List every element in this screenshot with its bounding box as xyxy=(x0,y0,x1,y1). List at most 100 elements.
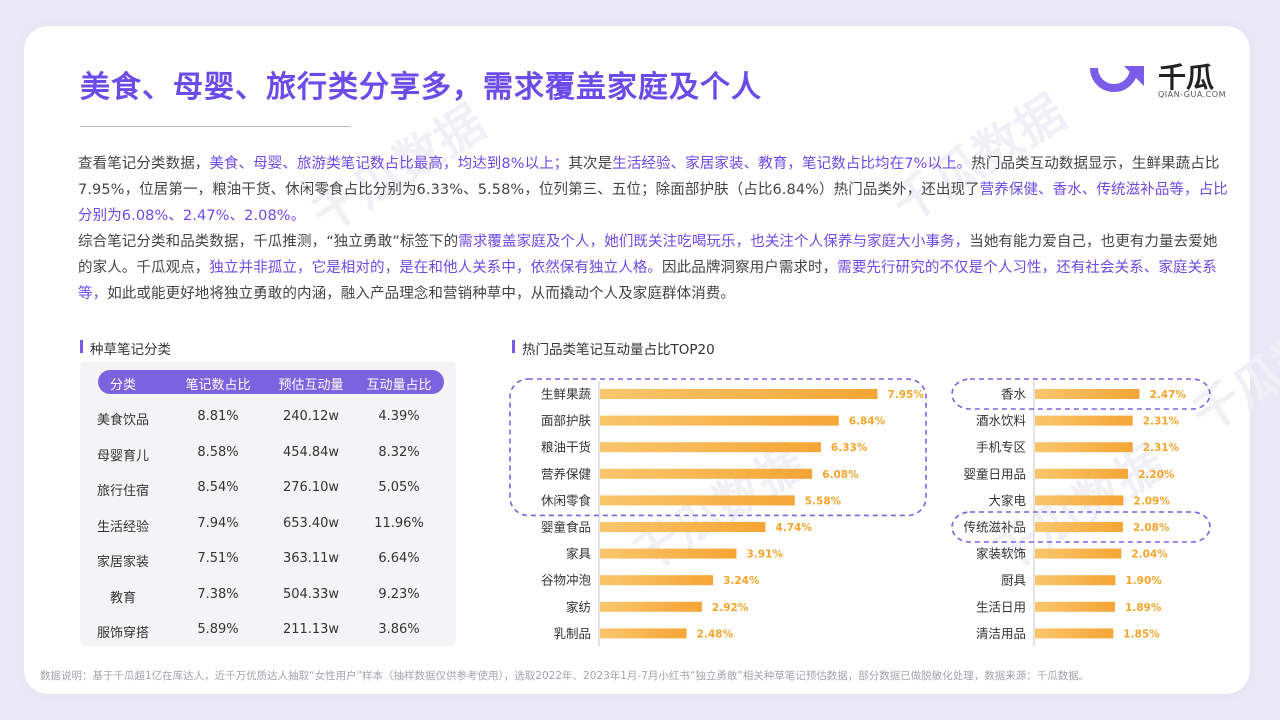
bar-category-label: 生活日用 xyxy=(976,599,1026,614)
summary-paragraph-2: 综合笔记分类和品类数据，千瓜推测，“独立勇敢”标签下的需求覆盖家庭及个人，她们既… xyxy=(78,229,1228,307)
bar-value-label: 1.89% xyxy=(1125,602,1162,614)
table-category-cell: 教育 xyxy=(109,590,136,606)
bar xyxy=(1035,442,1133,453)
highlight-box xyxy=(509,378,927,517)
bar xyxy=(1035,601,1115,612)
bar xyxy=(600,495,795,506)
bar xyxy=(600,522,766,532)
highlighted-text: 生活经验、家居家装、教育，笔记数占比均在7%以上。 xyxy=(612,156,972,172)
title-divider xyxy=(80,126,351,127)
bar-category-label: 家纺 xyxy=(566,599,591,614)
bar-category-label: 清洁用品 xyxy=(976,626,1026,641)
body-text-segment: 如此或能更好地将独立勇敢的内涵，融入产品理念和营销种草中，从而撬动个人及家庭群体… xyxy=(107,286,735,302)
table-header-cell: 笔记数占比 xyxy=(185,378,251,393)
chart-section-title: 热门品类笔记互动量占比TOP20 xyxy=(512,338,715,358)
table-header-cell: 互动量占比 xyxy=(366,378,432,393)
table-category-cell: 生活经验 xyxy=(96,519,149,535)
table-value-cell: 7.94% xyxy=(197,515,239,531)
table-value-cell: 454.84w xyxy=(282,444,340,460)
table-value-cell: 276.10w xyxy=(282,480,340,495)
bar-category-label: 婴童日用品 xyxy=(963,466,1026,481)
bar-category-label: 家具 xyxy=(566,546,592,561)
bar xyxy=(1035,468,1129,479)
bar-value-label: 2.47% xyxy=(1149,389,1186,401)
table-category-cell: 美食饮品 xyxy=(96,413,149,428)
bar-category-label: 谷物冲泡 xyxy=(541,573,592,588)
table-header-row xyxy=(98,370,444,394)
body-text-segment: 查看笔记分类数据， xyxy=(78,156,210,172)
table-value-cell: 363.11w xyxy=(282,551,340,566)
highlighted-text: 需要先行研究的不仅是个人习性，还有社会关系、家庭关系等， xyxy=(78,260,1217,302)
bar-value-label: 6.84% xyxy=(849,416,886,428)
highlight-box xyxy=(951,378,1211,410)
bar xyxy=(1035,628,1114,639)
table-value-cell: 6.64% xyxy=(378,551,420,566)
bar-category-label: 面部护肤 xyxy=(541,413,592,428)
table-value-cell: 504.33w xyxy=(282,586,340,602)
highlighted-text: 营养保健、香水、传统滋补品等，占比分别为6.08%、2.47%、2.08%。 xyxy=(78,182,1228,224)
table-value-cell: 211.13w xyxy=(282,622,340,637)
bar xyxy=(600,389,878,399)
bar xyxy=(600,601,702,612)
logo-name: 千瓜 xyxy=(1158,61,1215,94)
data-note: 数据说明：基于千瓜超1亿在库达人，近千万优质达人抽取“女性用户”样本（抽样数据仅… xyxy=(40,670,1090,682)
bar xyxy=(1035,389,1140,399)
table-value-cell: 4.39% xyxy=(378,409,420,424)
bar-value-label: 4.74% xyxy=(775,522,812,534)
bar-category-label: 大家电 xyxy=(988,493,1026,508)
body-text-segment: 热门品类互动数据显示，生鲜果蔬占比7.95%，位居第一，粮油干货、休闲零食占比分… xyxy=(78,156,1220,198)
table-header-cell: 预估互动量 xyxy=(278,378,344,393)
bar-category-label: 生鲜果蔬 xyxy=(541,387,592,402)
bar-value-label: 2.48% xyxy=(697,628,734,640)
bar xyxy=(1035,415,1133,426)
bar-value-label: 2.92% xyxy=(712,602,749,614)
bar-value-label: 3.24% xyxy=(723,575,760,587)
table-value-cell: 9.23% xyxy=(378,586,420,602)
bar-value-label: 2.20% xyxy=(1138,469,1175,481)
table-value-cell: 240.12w xyxy=(282,409,340,424)
highlighted-text: 独立并非孤立，它是相对的，是在和他人关系中，依然保有独立人格。 xyxy=(209,260,663,276)
bar xyxy=(600,628,687,639)
bar-category-label: 粮油干货 xyxy=(541,440,591,455)
body-text-segment: 综合笔记分类和品类数据，千瓜推测，“独立勇敢”标签下的 xyxy=(78,234,459,250)
logo-domain: QIAN-GUA.COM xyxy=(1158,90,1227,99)
bar-value-label: 2.31% xyxy=(1143,442,1180,454)
category-table xyxy=(80,362,456,646)
bar-value-label: 1.90% xyxy=(1125,575,1162,587)
table-value-cell: 7.38% xyxy=(197,586,239,602)
bar xyxy=(600,415,839,426)
table-value-cell: 7.51% xyxy=(197,551,239,566)
bar-value-label: 2.09% xyxy=(1133,495,1170,507)
body-text-segment: 其次是 xyxy=(568,156,613,172)
bar-value-label: 6.33% xyxy=(831,442,868,454)
summary-text: 查看笔记分类数据，美食、母婴、旅游类笔记数占比最高，均达到8%以上；其次是生活经… xyxy=(78,151,1228,307)
table-category-cell: 旅行住宿 xyxy=(96,484,149,499)
bar xyxy=(600,442,821,453)
bar xyxy=(1035,495,1124,506)
table-category-cell: 服饰穿搭 xyxy=(96,626,149,641)
table-value-cell: 8.58% xyxy=(197,444,239,460)
table-value-cell: 3.86% xyxy=(378,622,420,637)
bar xyxy=(1035,522,1123,532)
highlighted-text: 美食、母婴、旅游类笔记数占比最高，均达到8%以上； xyxy=(209,156,569,172)
bar-value-label: 1.85% xyxy=(1123,628,1160,640)
bar xyxy=(600,548,737,559)
summary-paragraph-1: 查看笔记分类数据，美食、母婴、旅游类笔记数占比最高，均达到8%以上；其次是生活经… xyxy=(78,151,1228,229)
bar xyxy=(600,575,714,586)
body-text-segment: 因此品牌洞察用户需求时， xyxy=(662,260,838,276)
table-value-cell: 11.96% xyxy=(374,515,424,531)
bar-value-label: 6.08% xyxy=(822,469,859,481)
bar-value-label: 7.95% xyxy=(887,389,924,401)
bar-value-label: 2.04% xyxy=(1131,549,1168,561)
bar-category-label: 休闲零食 xyxy=(541,493,592,508)
table-value-cell: 5.89% xyxy=(197,622,239,637)
page-title: 美食、母婴、旅行类分享多，需求覆盖家庭及个人 xyxy=(80,70,762,105)
table-header-cell: 分类 xyxy=(109,378,136,393)
table-value-cell: 8.54% xyxy=(197,480,239,495)
bar-category-label: 营养保健 xyxy=(541,466,592,481)
bar xyxy=(600,468,813,479)
table-value-cell: 8.32% xyxy=(378,444,420,460)
table-value-cell: 8.81% xyxy=(197,409,239,424)
bar-value-label: 3.91% xyxy=(746,549,783,561)
